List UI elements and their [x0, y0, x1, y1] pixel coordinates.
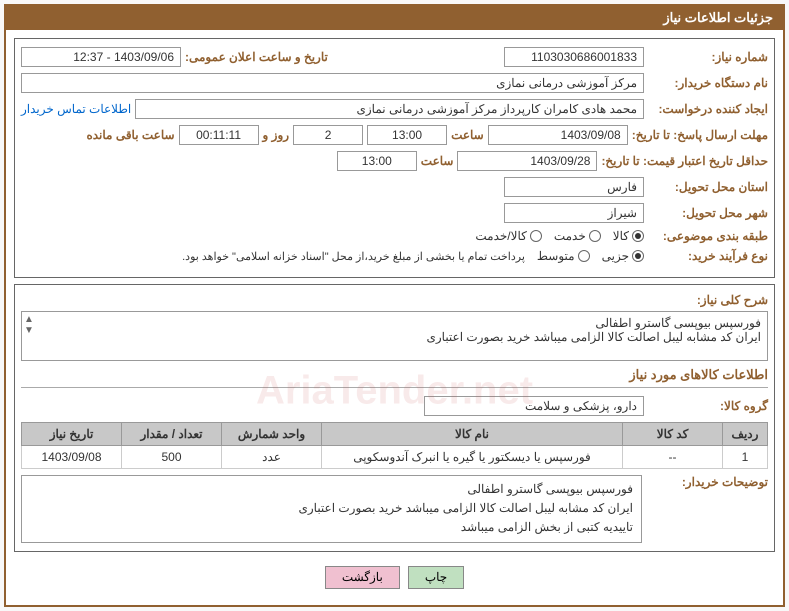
table-row: 1 -- فورسپس یا دیسکتور یا گیره یا انبرک … — [22, 446, 768, 469]
row-province: استان محل تحویل: فارس — [21, 177, 768, 197]
value-deadline-date: 1403/09/08 — [488, 125, 628, 145]
cell-idx: 1 — [723, 446, 768, 469]
chevron-icon: ▲▼ — [24, 314, 34, 336]
cell-code: -- — [623, 446, 723, 469]
goods-table: ردیف کد کالا نام کالا واحد شمارش تعداد /… — [21, 422, 768, 469]
table-header-row: ردیف کد کالا نام کالا واحد شمارش تعداد /… — [22, 423, 768, 446]
row-deadline: مهلت ارسال پاسخ: تا تاریخ: 1403/09/08 سا… — [21, 125, 768, 145]
row-category: طبقه بندی موضوعی: کالا خدمت کالا/خدمت — [21, 229, 768, 243]
label-province: استان محل تحویل: — [648, 180, 768, 194]
row-need-number: شماره نیاز: 1103030686001833 تاریخ و ساع… — [21, 47, 768, 67]
row-buyer-org: نام دستگاه خریدار: مرکز آموزشی درمانی نم… — [21, 73, 768, 93]
radio-kala[interactable]: کالا — [613, 229, 644, 243]
main-panel: جزئیات اطلاعات نیاز شماره نیاز: 11030306… — [4, 4, 785, 607]
purchase-note: پرداخت تمام یا بخشی از مبلغ خرید،از محل … — [182, 250, 525, 263]
label-goods-group: گروه کالا: — [648, 399, 768, 413]
radio-icon — [632, 250, 644, 262]
radio-label-motevaset: متوسط — [537, 249, 575, 263]
cell-unit: عدد — [222, 446, 322, 469]
label-category: طبقه بندی موضوعی: — [648, 229, 768, 243]
panel-title: جزئیات اطلاعات نیاز — [663, 10, 773, 25]
label-purchase-type: نوع فرآیند خرید: — [648, 249, 768, 263]
radio-label-kalakhadamat: کالا/خدمت — [475, 229, 526, 243]
radio-label-kala: کالا — [613, 229, 629, 243]
label-summary: شرح کلی نیاز: — [648, 293, 768, 307]
radio-icon — [632, 230, 644, 242]
summary-line2: ایران کد مشابه لیبل اصالت کالا الزامی می… — [28, 330, 761, 344]
radio-khadamat[interactable]: خدمت — [554, 229, 601, 243]
summary-textarea[interactable]: ▲▼ فورسپس بیوپسی گاسترو اطفالی ایران کد … — [21, 311, 768, 361]
value-need-number: 1103030686001833 — [504, 47, 644, 67]
category-radio-group: کالا خدمت کالا/خدمت — [475, 229, 644, 243]
details-fieldset: شماره نیاز: 1103030686001833 تاریخ و ساع… — [14, 38, 775, 278]
value-hours-remaining: 00:11:11 — [179, 125, 259, 145]
radio-icon — [530, 230, 542, 242]
row-min-validity: حداقل تاریخ اعتبار قیمت: تا تاریخ: 1403/… — [21, 151, 768, 171]
col-unit: واحد شمارش — [222, 423, 322, 446]
panel-header: جزئیات اطلاعات نیاز — [6, 6, 783, 30]
buyer-notes-line3: تاییدیه کتبی از بخش الزامی میباشد — [30, 518, 633, 537]
label-city: شهر محل تحویل: — [648, 206, 768, 220]
col-idx: ردیف — [723, 423, 768, 446]
content-area: شماره نیاز: 1103030686001833 تاریخ و ساع… — [6, 30, 783, 605]
label-days-word: روز و — [263, 128, 290, 142]
label-need-number: شماره نیاز: — [648, 50, 768, 64]
label-buyer-notes: توضیحات خریدار: — [648, 475, 768, 489]
label-deadline: مهلت ارسال پاسخ: تا تاریخ: — [632, 128, 768, 142]
label-announce-datetime: تاریخ و ساعت اعلان عمومی: — [185, 50, 328, 64]
col-code: کد کالا — [623, 423, 723, 446]
row-requester: ایجاد کننده درخواست: محمد هادی کامران کا… — [21, 99, 768, 119]
purchase-type-radio-group: جزیی متوسط — [537, 249, 644, 263]
value-announce-datetime: 1403/09/06 - 12:37 — [21, 47, 181, 67]
radio-icon — [578, 250, 590, 262]
back-button[interactable]: بازگشت — [325, 566, 400, 589]
value-city: شیراز — [504, 203, 644, 223]
label-time-2: ساعت — [421, 154, 454, 168]
buyer-contact-link[interactable]: اطلاعات تماس خریدار — [21, 102, 131, 116]
buyer-notes-line1: فورسپس بیوپسی گاسترو اطفالی — [30, 480, 633, 499]
row-buyer-notes: توضیحات خریدار: فورسپس بیوپسی گاسترو اطف… — [21, 475, 768, 543]
col-name: نام کالا — [322, 423, 623, 446]
cell-date: 1403/09/08 — [22, 446, 122, 469]
radio-motevaset[interactable]: متوسط — [537, 249, 590, 263]
value-deadline-time: 13:00 — [367, 125, 447, 145]
value-min-validity-date: 1403/09/28 — [457, 151, 597, 171]
row-purchase-type: نوع فرآیند خرید: جزیی متوسط پرداخت تمام … — [21, 249, 768, 263]
label-remaining-suffix: ساعت باقی مانده — [86, 128, 174, 142]
label-min-validity: حداقل تاریخ اعتبار قیمت: تا تاریخ: — [601, 154, 768, 168]
cell-qty: 500 — [122, 446, 222, 469]
separator — [21, 387, 768, 388]
label-requester: ایجاد کننده درخواست: — [648, 102, 768, 116]
goods-info-title: اطلاعات کالاهای مورد نیاز — [21, 367, 768, 383]
value-buyer-org: مرکز آموزشی درمانی نمازی — [21, 73, 644, 93]
value-province: فارس — [504, 177, 644, 197]
button-row: چاپ بازگشت — [14, 558, 775, 597]
col-date: تاریخ نیاز — [22, 423, 122, 446]
row-goods-group: گروه کالا: دارو، پزشکی و سلامت — [21, 396, 768, 416]
col-qty: تعداد / مقدار — [122, 423, 222, 446]
value-requester: محمد هادی کامران کارپرداز مرکز آموزشی در… — [135, 99, 644, 119]
label-buyer-org: نام دستگاه خریدار: — [648, 76, 768, 90]
value-days-remaining: 2 — [293, 125, 363, 145]
summary-line1: فورسپس بیوپسی گاسترو اطفالی — [28, 316, 761, 330]
cell-name: فورسپس یا دیسکتور یا گیره یا انبرک آندوس… — [322, 446, 623, 469]
value-goods-group: دارو، پزشکی و سلامت — [424, 396, 644, 416]
summary-fieldset: AriaTender.net شرح کلی نیاز: ▲▼ فورسپس ب… — [14, 284, 775, 552]
radio-kalakhadamat[interactable]: کالا/خدمت — [475, 229, 541, 243]
radio-label-jozi: جزیی — [602, 249, 629, 263]
label-time-1: ساعت — [451, 128, 484, 142]
radio-icon — [589, 230, 601, 242]
radio-jozi[interactable]: جزیی — [602, 249, 644, 263]
row-summary: شرح کلی نیاز: ▲▼ فورسپس بیوپسی گاسترو اط… — [21, 293, 768, 361]
buyer-notes-line2: ایران کد مشابه لیبل اصالت کالا الزامی می… — [30, 499, 633, 518]
buyer-notes-box: فورسپس بیوپسی گاسترو اطفالی ایران کد مشا… — [21, 475, 642, 543]
row-city: شهر محل تحویل: شیراز — [21, 203, 768, 223]
value-min-validity-time: 13:00 — [337, 151, 417, 171]
radio-label-khadamat: خدمت — [554, 229, 586, 243]
print-button[interactable]: چاپ — [408, 566, 464, 589]
